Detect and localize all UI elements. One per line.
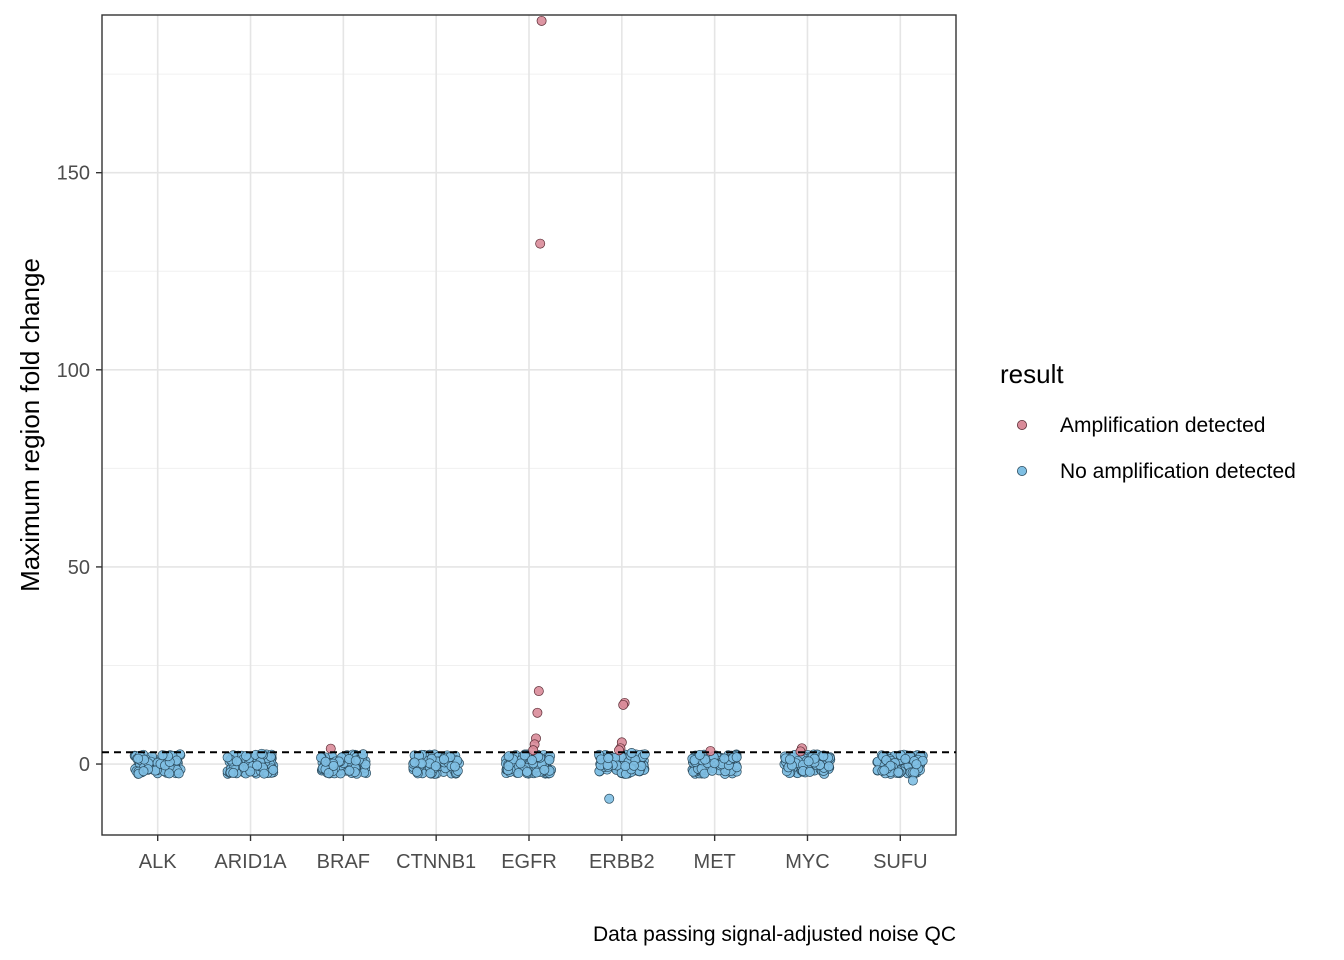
point-no-amplification [709, 758, 720, 769]
point-no-amplification [879, 765, 890, 776]
point-no-amplification [238, 762, 249, 773]
point-amplification [536, 15, 547, 26]
point-no-amplification [449, 761, 460, 772]
y-tick-label: 100 [57, 360, 90, 382]
point-no-amplification [893, 767, 904, 778]
point-no-amplification [259, 768, 270, 779]
grid-layer [102, 15, 956, 835]
point-no-amplification [438, 754, 449, 765]
x-tick-label: MYC [785, 851, 829, 873]
point-no-amplification [604, 793, 615, 804]
point-no-amplification [544, 755, 555, 765]
point-no-amplification [628, 760, 639, 771]
point-no-amplification [360, 759, 371, 770]
point-amplification [618, 699, 629, 710]
legend-label: No amplification detected [1060, 460, 1296, 483]
point-no-amplification [719, 753, 730, 764]
point-amplification [535, 238, 546, 249]
point-no-amplification [430, 761, 441, 772]
y-tick-label: 150 [57, 163, 90, 185]
point-no-amplification [320, 756, 331, 767]
point-amplification [325, 743, 336, 754]
point-no-amplification [350, 755, 361, 766]
point-no-amplification [252, 760, 263, 771]
point-no-amplification [268, 764, 279, 775]
point-no-amplification [138, 766, 149, 777]
point-no-amplification [328, 760, 339, 771]
point-amplification [533, 686, 544, 697]
point-no-amplification [173, 768, 184, 779]
legend-title: result [1000, 359, 1064, 389]
point-no-amplification [527, 755, 537, 766]
point-no-amplification [344, 765, 355, 776]
point-no-amplification [503, 751, 514, 762]
x-tick-label: BRAF [317, 851, 370, 873]
point-no-amplification [323, 768, 334, 779]
x-tick-label: SUFU [873, 851, 927, 873]
x-tick-label: EGFR [501, 851, 557, 873]
y-axis: 0 50 100 150 [57, 163, 102, 776]
point-no-amplification [133, 753, 144, 764]
point-no-amplification [411, 766, 422, 777]
legend: result Amplification detected No amplific… [1000, 359, 1296, 483]
point-no-amplification [231, 756, 242, 767]
points-layer [129, 15, 928, 804]
point-no-amplification [515, 758, 526, 769]
point-no-amplification [909, 767, 920, 778]
point-amplification [614, 745, 624, 756]
point-no-amplification [823, 761, 834, 772]
point-no-amplification [803, 756, 814, 767]
point-amplification [705, 746, 716, 756]
point-no-amplification [522, 766, 533, 777]
point-no-amplification [256, 748, 267, 759]
point-no-amplification [409, 757, 420, 768]
point-no-amplification [539, 764, 550, 775]
y-tick-label: 0 [79, 754, 90, 776]
point-no-amplification [513, 768, 524, 779]
point-amplification [528, 745, 539, 756]
legend-key-amplification [1017, 419, 1028, 430]
x-tick-label: MET [694, 851, 736, 873]
point-no-amplification [804, 766, 815, 777]
legend-key-no-amplification [1017, 465, 1028, 476]
point-no-amplification [785, 754, 795, 765]
point-no-amplification [603, 753, 614, 764]
x-tick-label: ARID1A [214, 851, 287, 873]
point-no-amplification [358, 749, 369, 760]
x-tick-label: ALK [139, 851, 177, 873]
chart-caption: Data passing signal-adjusted noise QC [593, 923, 956, 946]
x-axis: ALK ARID1A BRAF CTNNB1 EGFR ERBB2 MET MYC SUFU [139, 835, 928, 873]
point-no-amplification [503, 761, 514, 772]
point-no-amplification [425, 768, 436, 779]
point-no-amplification [164, 768, 175, 779]
point-no-amplification [731, 752, 742, 763]
y-axis-title: Maximum region fold change [15, 258, 45, 592]
y-tick-label: 50 [68, 557, 90, 579]
legend-label: Amplification detected [1060, 414, 1265, 437]
point-no-amplification [900, 754, 911, 764]
point-no-amplification [620, 761, 631, 772]
point-no-amplification [639, 749, 650, 760]
x-tick-label: CTNNB1 [396, 851, 476, 873]
point-no-amplification [228, 767, 239, 778]
x-tick-label: ERBB2 [589, 851, 655, 873]
point-no-amplification [907, 775, 918, 786]
point-no-amplification [222, 752, 233, 763]
point-no-amplification [911, 759, 922, 770]
point-amplification [532, 707, 543, 718]
